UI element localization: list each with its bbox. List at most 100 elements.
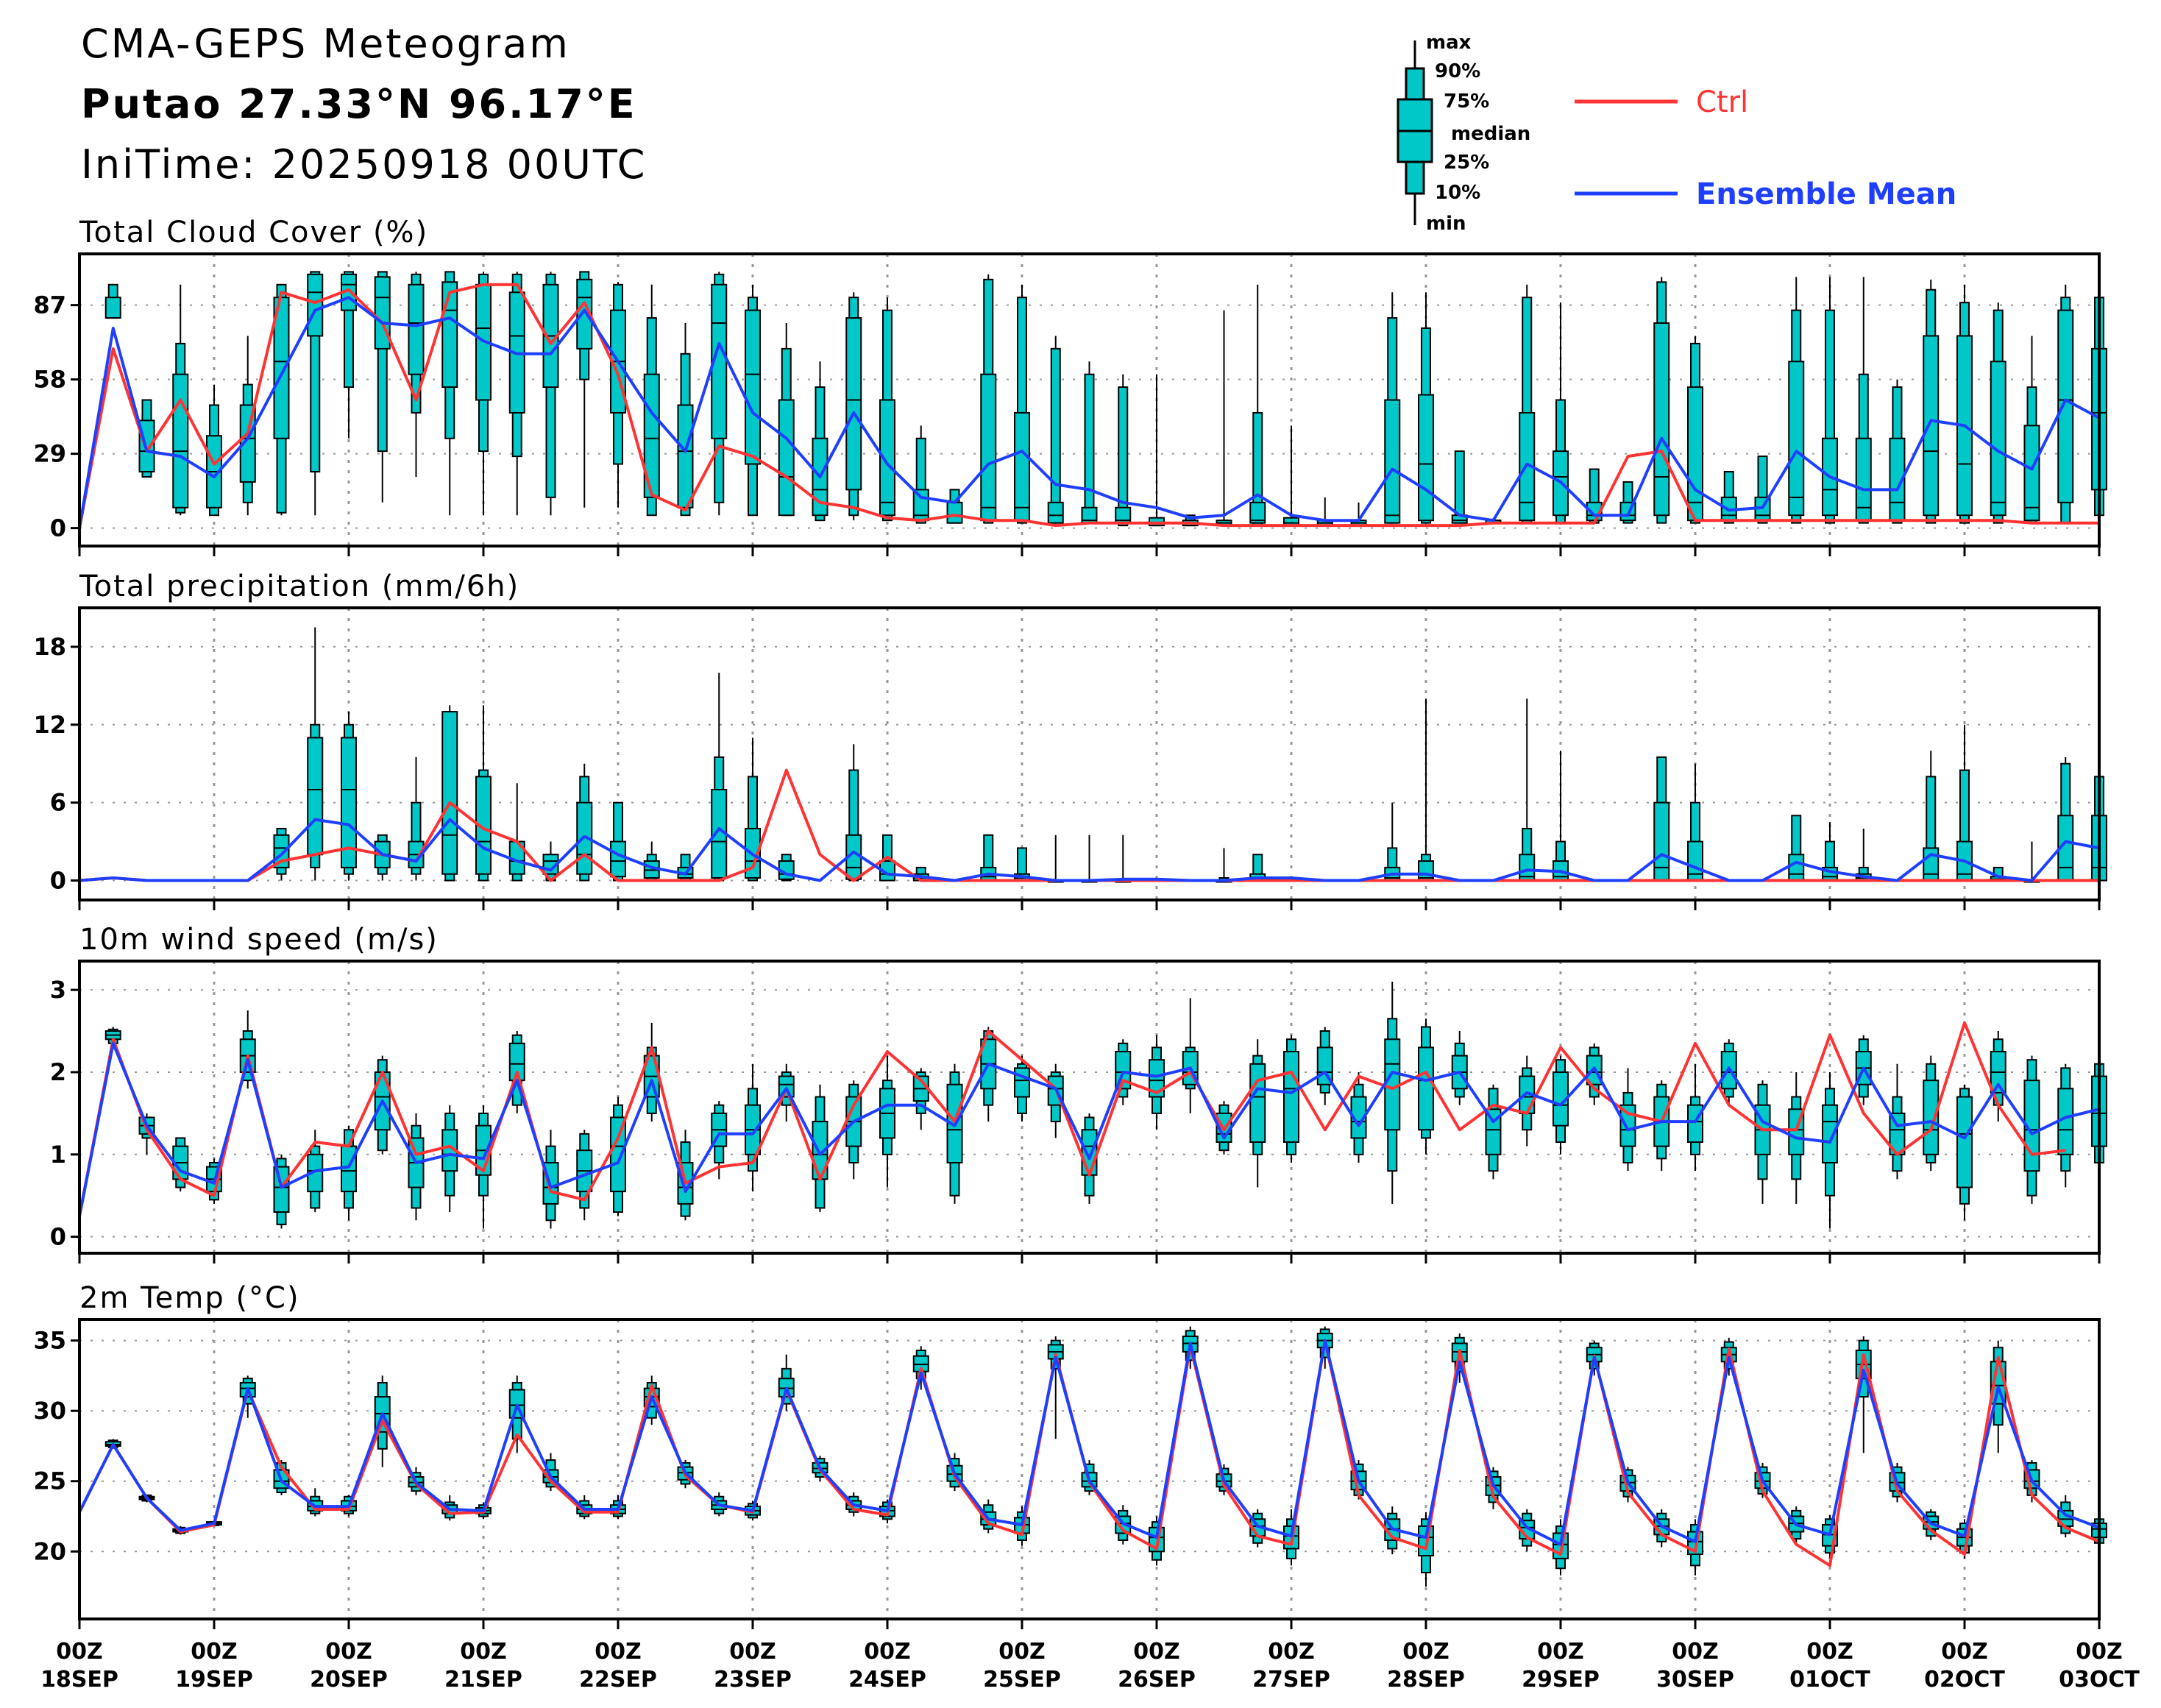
box-p25-p75 [1283,1051,1299,1144]
x-date-label: 01OCT [1789,1667,1870,1693]
panel-frame [78,252,2101,548]
ensemble-mean-line [78,1041,2100,1217]
ctrl-line [78,283,2101,528]
box-p25-p75 [441,281,458,389]
box-p25-p75 [104,297,121,319]
box-p10-p90 [1084,373,1095,524]
ensemble-mean-line [78,296,2100,528]
box-p25-p75 [879,399,895,517]
box-p25-p75 [610,1116,626,1193]
box-p25-p75 [1687,386,1703,522]
station-label: Putao 27.33°N 96.17°E [81,81,637,127]
x-hour-label: 00Z [1537,1639,1584,1665]
box-p25-p75 [1923,847,1940,882]
box-p25-p75 [1923,1080,1940,1155]
x-date-label: 25SEP [983,1667,1061,1693]
box-p25-p75 [172,373,189,508]
x-hour-label: 00Z [998,1639,1046,1665]
x-hour-label: 00Z [1672,1639,1719,1665]
x-hour-label: 00Z [595,1639,642,1665]
x-hour-label: 00Z [1402,1639,1449,1665]
panel-title: Total Cloud Cover (%) [79,216,428,249]
y-tick-label: 3 [50,976,66,1004]
box-p25-p75 [1822,1104,1838,1163]
box-p25-p75 [1990,361,2006,517]
key-label-p25: 25% [1444,152,1489,174]
panel-title: 10m wind speed (m/s) [79,923,439,957]
box-p25-p75 [307,737,324,856]
x-hour-label: 00Z [191,1639,238,1665]
legend-mean-label: Ensemble Mean [1696,177,1956,211]
ctrl-line [78,1021,2066,1217]
x-date-label: 26SEP [1118,1667,1196,1693]
box-p25-p75 [1485,1108,1502,1155]
y-tick-label: 12 [33,711,66,739]
x-date-label: 03OCT [2059,1667,2140,1693]
box-p25-p75 [1923,335,1940,517]
x-hour-label: 00Z [864,1639,911,1665]
box-p25-p75 [1249,1063,1266,1144]
ensemble-mean-line [78,1339,2100,1546]
x-date-label: 23SEP [714,1667,792,1693]
y-tick-label: 29 [33,440,66,468]
x-hour-label: 00Z [56,1639,103,1665]
y-tick-label: 0 [50,867,66,895]
key-label-min: min [1426,213,1466,235]
panel-title: 2m Temp (°C) [79,1281,300,1315]
box-p25-p75 [2023,425,2040,522]
x-date-label: 29SEP [1522,1667,1600,1693]
box-p25-p75 [1956,1096,1973,1188]
key-label-p10: 10% [1435,182,1480,204]
x-hour-label: 00Z [1133,1639,1180,1665]
box-p10-p90 [1050,347,1061,524]
x-date-label: 19SEP [175,1667,253,1693]
key-label-median: median [1451,123,1530,145]
x-date-label: 30SEP [1656,1667,1734,1693]
box-p25-p75 [1149,1059,1165,1098]
y-tick-label: 2 [50,1058,66,1086]
box-p25-p75 [1081,1129,1098,1176]
x-hour-label: 00Z [1941,1639,1988,1665]
frames-layer [71,252,2101,1629]
panel-frame [78,960,2101,1255]
box-p25-p75 [778,399,795,517]
y-tick-label: 6 [50,789,66,817]
panel-frame [78,1318,2101,1620]
panel-title: Total precipitation (mm/6h) [79,570,519,603]
box-p25-p75 [845,317,862,491]
x-date-label: 18SEP [40,1667,118,1693]
chart-title: CMA-GEPS Meteogram [81,21,570,67]
ensemble-mean-line [79,818,2100,882]
x-hour-label: 00Z [2076,1639,2123,1665]
box-p25-p75 [745,309,761,465]
key-label-p75: 75% [1444,91,1489,113]
x-date-label: 28SEP [1387,1667,1465,1693]
x-date-label: 27SEP [1252,1667,1330,1693]
y-tick-label: 0 [50,1223,66,1251]
x-date-label: 24SEP [848,1667,926,1693]
box-p25-p75 [1788,361,1805,517]
box-p25-p75 [1653,322,1670,517]
line-legend: Ctrl Ensemble Mean [1575,85,1956,211]
box-p25-p75 [1418,1046,1434,1131]
x-hour-label: 00Z [325,1639,372,1665]
panel-frame [78,606,2101,901]
box-p10-p90 [1118,386,1129,527]
box-p25-p75 [980,373,997,522]
box-p25-p75 [1014,411,1030,522]
box-p25-p75 [1249,501,1266,524]
x-hour-label: 00Z [1268,1639,1315,1665]
y-tick-label: 0 [50,514,66,542]
box-p25-p75 [1350,1096,1367,1139]
box-p25-p75 [1788,854,1805,882]
y-tick-label: 87 [33,291,66,319]
x-date-label: 21SEP [444,1667,522,1693]
box-p25-p75 [610,840,626,878]
box-p25-p75 [1047,501,1064,524]
init-time-label: IniTime: 20250918 00UTC [81,141,647,188]
y-tick-label: 35 [33,1327,66,1355]
box-p25-p75 [946,501,963,524]
x-date-label: 20SEP [310,1667,388,1693]
box-p25-p75 [273,1166,290,1213]
